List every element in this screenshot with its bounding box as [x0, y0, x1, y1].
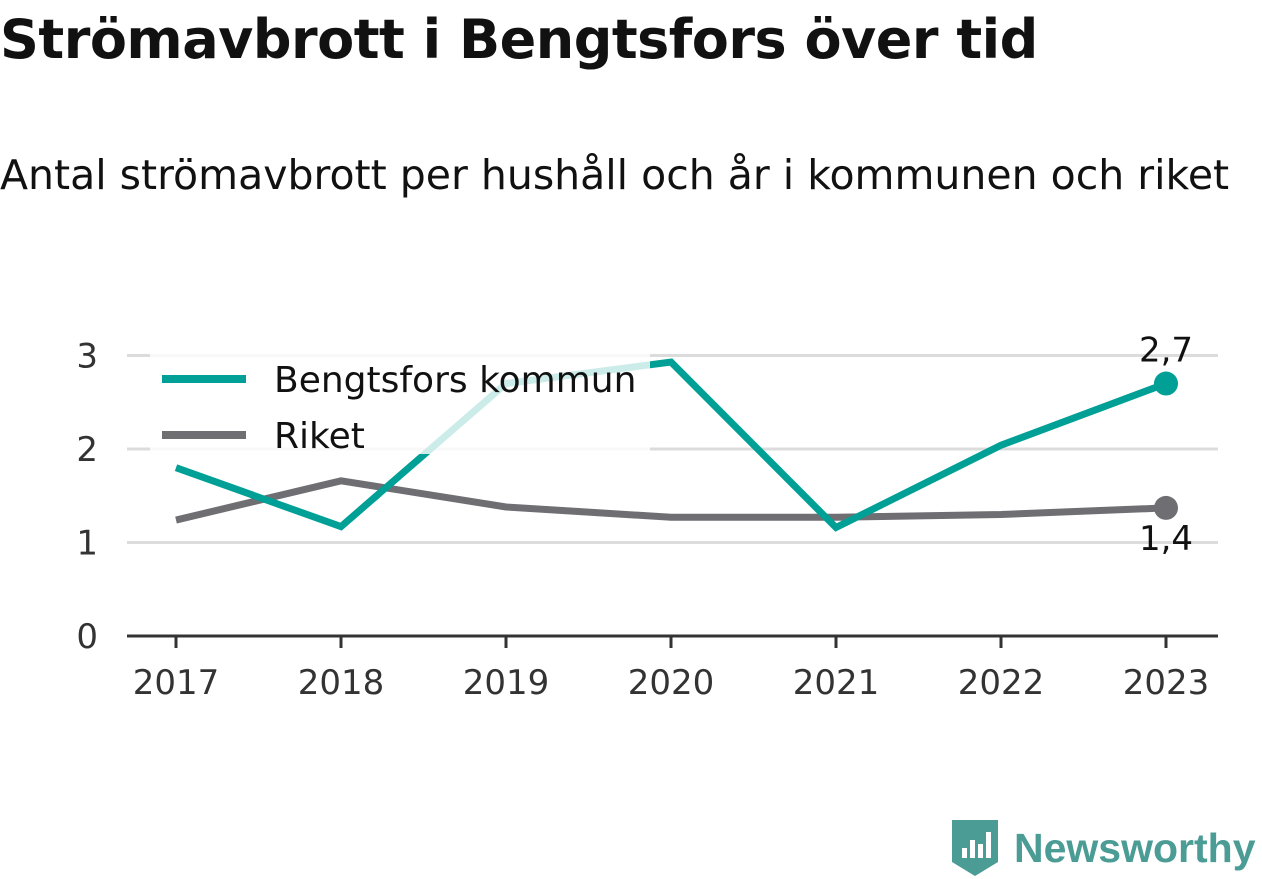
bar-chart-icon — [952, 820, 998, 876]
x-tick-label: 2022 — [958, 663, 1045, 703]
end-point-riket — [1154, 495, 1178, 520]
chart-title: Strömavbrott i Bengtsfors över tid — [0, 8, 1038, 71]
y-tick-label: 1 — [76, 524, 98, 564]
end-label-riket: 1,4 — [1139, 519, 1193, 559]
brand-name: Newsworthy — [1014, 825, 1256, 871]
y-tick-label: 2 — [76, 430, 98, 470]
brand-footer: Newsworthy — [950, 818, 1256, 878]
legend-label-riket: Riket — [274, 416, 365, 457]
end-point-bengtsfors-kommun — [1154, 371, 1178, 396]
x-tick-label: 2019 — [463, 663, 550, 703]
legend-label-bengtsfors-kommun: Bengtsfors kommun — [274, 360, 636, 401]
x-tick-label: 2023 — [1123, 663, 1210, 703]
x-tick-label: 2020 — [628, 663, 715, 703]
x-tick-label: 2017 — [133, 663, 220, 703]
end-label-bengtsfors-kommun: 2,7 — [1139, 331, 1193, 371]
chart-subtitle: Antal strömavbrott per hushåll och år i … — [0, 151, 1230, 199]
y-tick-label: 3 — [76, 337, 98, 377]
series-line-riket — [175, 477, 1167, 524]
x-tick-label: 2021 — [793, 663, 880, 703]
series-line-bengtsfors-kommun — [174, 358, 1168, 532]
x-tick-label: 2018 — [298, 663, 385, 703]
y-tick-label: 0 — [76, 617, 98, 657]
